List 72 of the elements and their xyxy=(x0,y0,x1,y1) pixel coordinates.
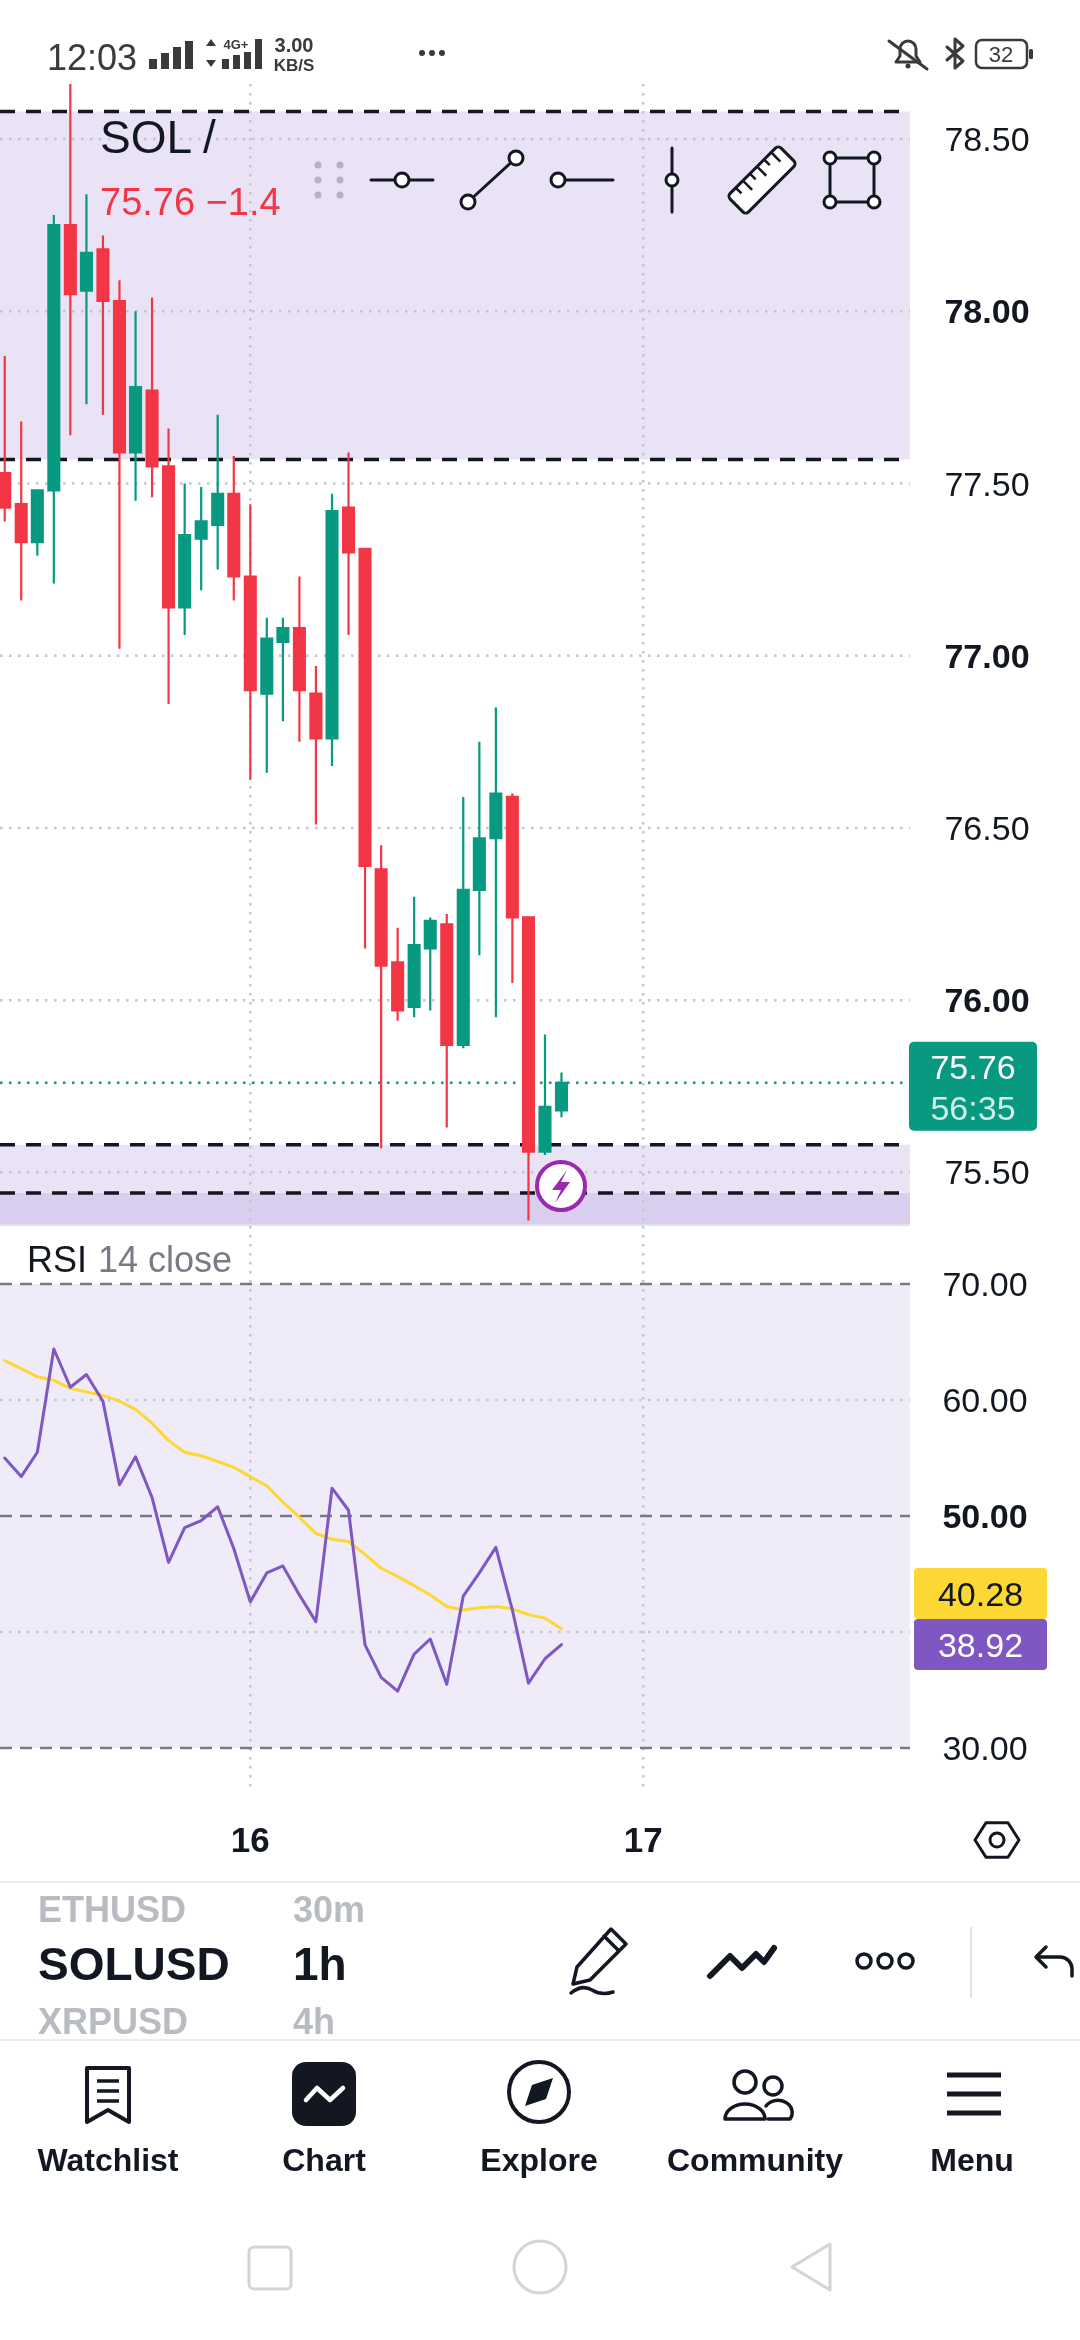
candlestick xyxy=(14,420,28,602)
candlestick xyxy=(0,354,12,523)
candlestick xyxy=(325,492,339,768)
candlestick xyxy=(63,84,77,437)
candlestick xyxy=(472,740,486,957)
text: 4h xyxy=(293,2001,336,2042)
chart-title: RSI xyxy=(27,1239,88,1280)
candlestick xyxy=(145,296,159,499)
text: 30m xyxy=(293,1889,366,1930)
text: XRPUSD xyxy=(38,2001,189,2042)
ref-line-label: 75.76 xyxy=(930,1047,1016,1086)
candlestick xyxy=(162,427,176,706)
x-tick-label: 16 xyxy=(230,1820,270,1859)
candlestick xyxy=(178,482,192,637)
y-tick-label: 77.50 xyxy=(944,464,1030,503)
candlestick xyxy=(260,616,274,774)
y-tick-label: 76.00 xyxy=(944,981,1030,1020)
text: Community xyxy=(667,2142,844,2178)
y-tick-label: 60.00 xyxy=(942,1381,1028,1420)
candlestick xyxy=(423,916,437,1012)
candlestick xyxy=(358,547,372,950)
y-tick-label: 78.50 xyxy=(944,120,1030,159)
y-tick-label: 76.50 xyxy=(944,808,1030,847)
line-series xyxy=(3,1359,563,1631)
y-tick-label: 50.00 xyxy=(942,1497,1028,1536)
candlestick xyxy=(440,912,454,1129)
text: 38.92 xyxy=(937,1625,1024,1664)
candlestick xyxy=(374,844,388,1150)
candlestick xyxy=(489,706,503,1019)
text: 75.76 −1.4 xyxy=(100,181,281,223)
text: Explore xyxy=(480,2142,598,2178)
y-tick-label: 77.00 xyxy=(944,636,1030,675)
text: 4G+ xyxy=(223,37,249,52)
y-tick-label: 30.00 xyxy=(942,1729,1028,1768)
text: 3.00 xyxy=(274,34,314,56)
candlestick xyxy=(292,575,306,743)
y-tick-label: 78.00 xyxy=(944,292,1030,331)
candlestick xyxy=(47,213,61,585)
candlestick xyxy=(341,451,356,637)
text: 32 xyxy=(988,42,1014,67)
y-tick-label: 70.00 xyxy=(942,1265,1028,1304)
x-tick-label: 17 xyxy=(623,1820,663,1859)
candlestick xyxy=(309,664,323,826)
candlestick xyxy=(96,234,110,416)
candlestick xyxy=(391,926,405,1022)
text: SOLUSD xyxy=(38,1938,230,1990)
text: 12:03 xyxy=(47,37,138,78)
chart-subtitle: 14 close xyxy=(98,1239,233,1280)
text: SOL / xyxy=(100,111,217,163)
candlestick xyxy=(211,413,225,571)
text: 56:35 xyxy=(930,1088,1016,1127)
candlestick xyxy=(276,616,290,723)
candlestick xyxy=(227,454,241,602)
candlestick xyxy=(407,895,421,1019)
candlestick xyxy=(505,792,519,985)
text: KB/S xyxy=(273,56,315,75)
text: 40.28 xyxy=(937,1574,1024,1613)
text: Watchlist xyxy=(37,2142,179,2178)
text: ETHUSD xyxy=(38,1889,187,1930)
candlestick xyxy=(194,485,208,592)
y-tick-label: 75.50 xyxy=(944,1153,1030,1192)
candlestick xyxy=(112,279,126,650)
candlestick xyxy=(30,489,44,557)
text: Chart xyxy=(282,2142,367,2178)
candlestick xyxy=(243,503,257,781)
line-series xyxy=(3,1347,563,1693)
text: 1h xyxy=(293,1938,347,1990)
candlestick xyxy=(79,193,93,406)
text: Menu xyxy=(930,2142,1014,2178)
candlestick xyxy=(521,916,536,1222)
candlestick xyxy=(456,795,470,1050)
candlestick xyxy=(129,310,143,502)
